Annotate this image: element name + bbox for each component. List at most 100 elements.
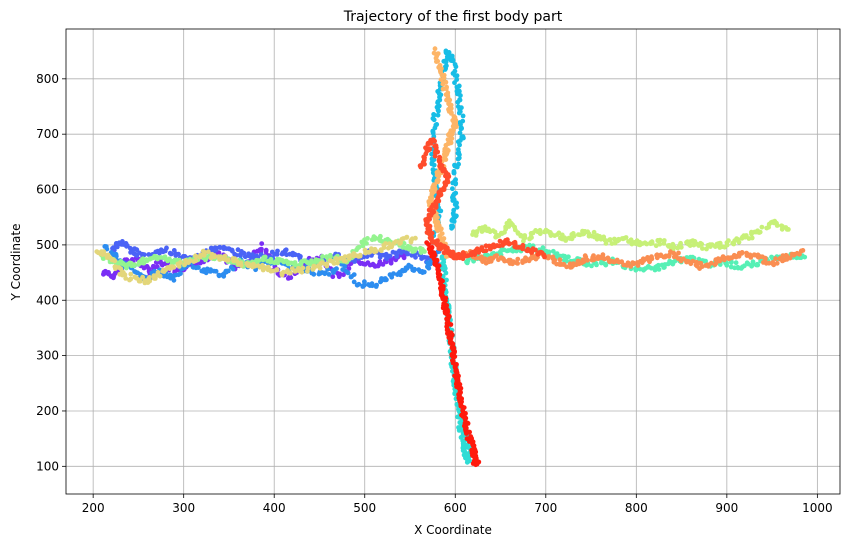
trajectory-point (283, 247, 289, 253)
trajectory-point (430, 129, 436, 134)
trajectory-point (304, 259, 310, 265)
trajectory-point (463, 423, 468, 428)
trajectory-point (726, 238, 731, 244)
trajectory-point (435, 112, 441, 118)
trajectory-point (100, 252, 105, 257)
trajectory-point (448, 111, 454, 116)
plot-frame (65, 28, 841, 495)
trajectory-point (535, 251, 541, 257)
trajectory-point (140, 274, 146, 280)
trajectory-point (585, 257, 590, 263)
trajectory-point (205, 249, 211, 255)
trajectory-point (454, 84, 460, 90)
trajectory-point (440, 296, 446, 302)
trajectory-point (462, 416, 468, 422)
trajectory-point (400, 268, 406, 274)
trajectory-point (404, 234, 410, 240)
trajectory-point (438, 92, 444, 98)
trajectory-point (112, 270, 118, 276)
trajectory-point (779, 226, 785, 232)
trajectory-point (437, 159, 442, 165)
trajectory-segment (94, 234, 418, 286)
trajectory-point (230, 248, 235, 254)
trajectory-point (594, 262, 599, 268)
trajectory-point (474, 229, 480, 234)
trajectory-point (203, 270, 209, 276)
trajectory-point (106, 270, 111, 275)
trajectory-point (384, 277, 389, 283)
trajectory-point (324, 263, 330, 269)
trajectory-point (458, 93, 463, 98)
trajectory-point (317, 265, 323, 271)
trajectory-point (657, 241, 663, 247)
trajectory-point (330, 274, 336, 280)
trajectory-point (545, 255, 551, 261)
trajectory-point (434, 122, 440, 127)
trajectory-point (649, 240, 655, 246)
trajectory-point (787, 255, 793, 261)
trajectory-point (516, 245, 522, 250)
y-tick-label: 200 (36, 404, 59, 418)
trajectory-point (453, 64, 459, 70)
trajectory-point (393, 239, 399, 244)
trajectory-point (518, 233, 524, 239)
trajectory-point (336, 272, 342, 278)
trajectory-point (124, 265, 129, 271)
trajectory-point (431, 112, 437, 118)
trajectory-point (344, 269, 349, 274)
trajectory-point (443, 270, 449, 276)
trajectory-point (349, 274, 354, 279)
trajectory-point (391, 271, 396, 276)
trajectory-point (438, 246, 443, 252)
trajectory-point (708, 260, 714, 266)
trajectory-point (575, 258, 581, 264)
y-tick-label: 800 (36, 72, 59, 86)
trajectory-point (441, 75, 447, 81)
trajectory-point (448, 322, 454, 327)
x-tick-label: 1000 (802, 501, 833, 515)
trajectory-point (130, 257, 135, 262)
trajectory-point (703, 258, 708, 264)
trajectory-point (653, 243, 659, 249)
trajectory-point (566, 254, 571, 260)
trajectory-point (141, 252, 147, 258)
chart-title: Trajectory of the first body part (343, 9, 563, 25)
trajectory-point (455, 156, 461, 162)
trajectory-point (292, 261, 297, 267)
trajectory-point (452, 354, 458, 359)
trajectory-segment (424, 240, 482, 468)
x-tick-label: 300 (172, 501, 195, 515)
trajectory-point (649, 254, 654, 260)
trajectory-point (449, 225, 454, 231)
trajectory-point (167, 250, 173, 256)
trajectory-point (757, 229, 763, 235)
y-tick-label: 100 (36, 459, 59, 473)
trajectory-point (749, 235, 755, 241)
y-tick-label: 300 (36, 349, 59, 363)
trajectory-point (274, 252, 280, 257)
trajectory-point (213, 268, 219, 274)
trajectory-point (434, 172, 440, 178)
trajectory-point (438, 280, 443, 286)
trajectory-point (158, 255, 164, 260)
trajectory-point (262, 254, 268, 260)
trajectory-point (733, 260, 739, 266)
trajectory-point (688, 261, 694, 267)
trajectory-point (259, 246, 264, 252)
trajectory-point (127, 277, 132, 283)
trajectory-point (193, 258, 199, 264)
trajectory-point (626, 239, 631, 244)
y-tick-label: 500 (36, 238, 59, 252)
trajectory-point (196, 265, 201, 270)
trajectory-point (379, 239, 385, 244)
trajectory-point (138, 278, 143, 284)
trajectory-point (443, 289, 449, 295)
trajectory-point (371, 234, 377, 240)
trajectory-point (213, 247, 219, 253)
trajectory-point (176, 264, 182, 269)
trajectory-point (678, 240, 683, 246)
trajectory-point (640, 256, 646, 262)
trajectory-point (564, 264, 569, 270)
trajectory-point (394, 252, 400, 257)
